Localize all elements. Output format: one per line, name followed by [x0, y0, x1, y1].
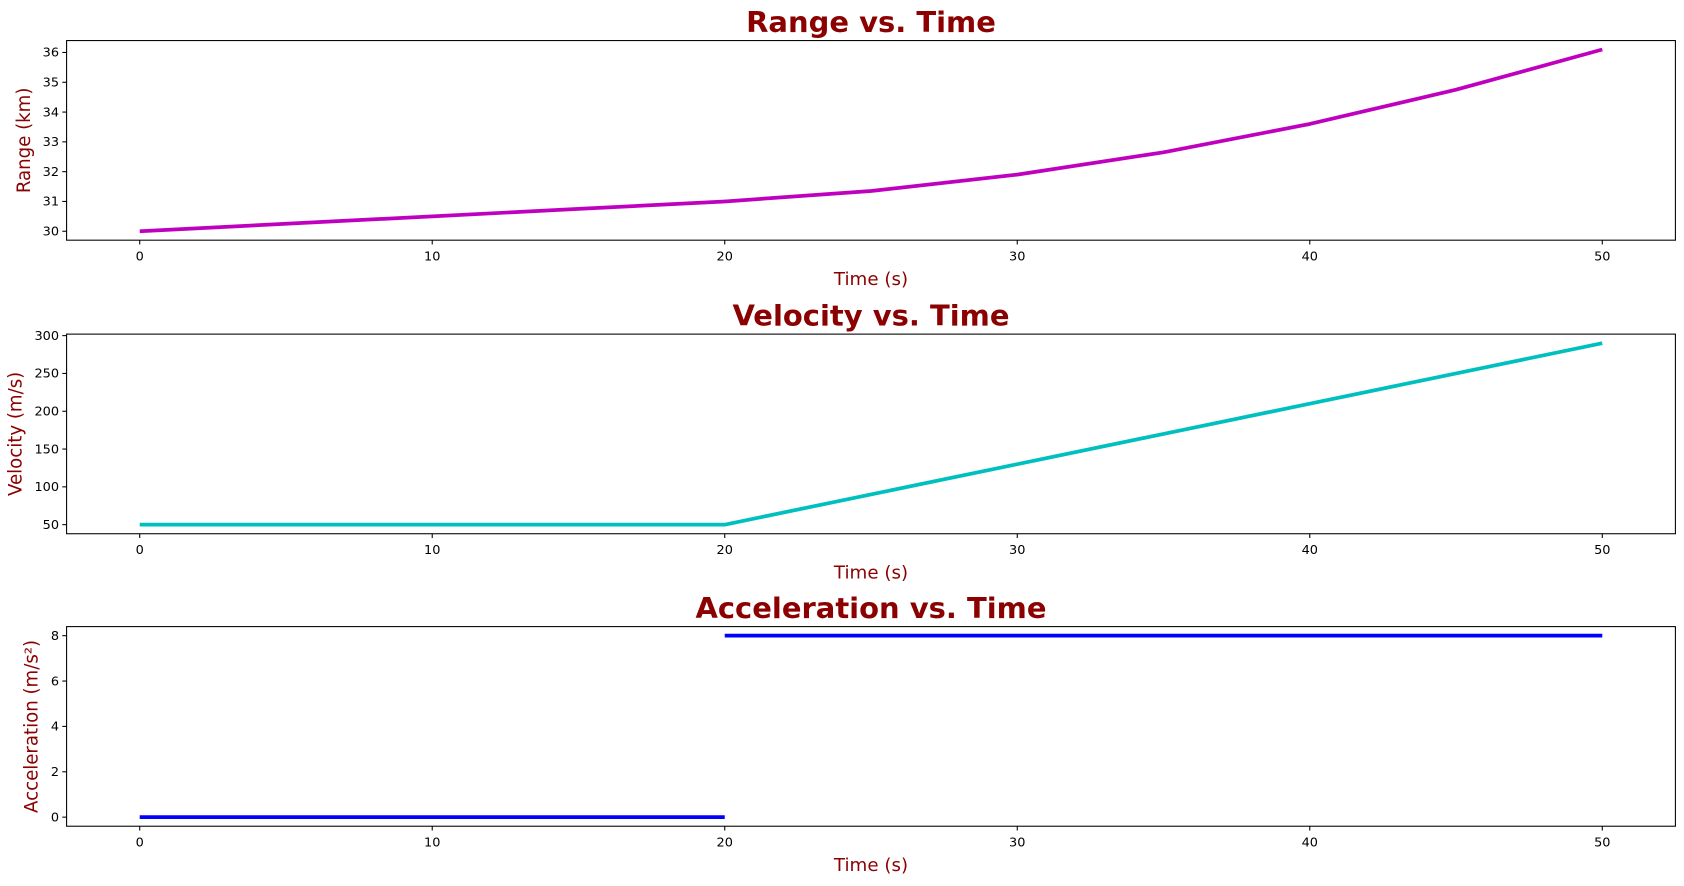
x-tick-label: 0 [136, 836, 144, 851]
x-tick-label: 30 [1009, 249, 1025, 264]
x-tick-label: 0 [136, 543, 144, 558]
x-tick-label: 40 [1302, 836, 1318, 851]
y-tick-label: 35 [43, 76, 59, 91]
x-axis-label: Time (s) [833, 269, 908, 290]
velocity-series-line [139, 341, 1603, 527]
x-tick-label: 50 [1594, 836, 1610, 851]
axes-frame [66, 40, 1676, 241]
y-tick-label: 32 [43, 165, 59, 180]
y-tick-label: 8 [51, 629, 59, 644]
y-tick-label: 2 [51, 765, 59, 780]
x-tick-label: 10 [424, 543, 440, 558]
acceleration-subplot: Acceleration vs. Time 0 10 20 30 40 50 0 2 4 6 8 Tim… [22, 591, 1676, 876]
y-tick-label: 36 [43, 46, 59, 61]
y-tick-label: 4 [51, 720, 59, 735]
x-tick-label: 50 [1594, 543, 1610, 558]
chart-title: Acceleration vs. Time [695, 591, 1046, 625]
y-tick-label: 33 [43, 135, 59, 150]
x-tick-label: 0 [136, 249, 144, 264]
axes-frame [66, 333, 1676, 535]
x-tick-label: 40 [1302, 543, 1318, 558]
y-tick-label: 34 [43, 105, 59, 120]
y-tick-label: 31 [43, 195, 59, 210]
y-tick-label: 250 [34, 367, 59, 382]
chart-title: Range vs. Time [746, 5, 996, 39]
y-axis-label: Range (km) [14, 88, 35, 194]
y-tick-label: 6 [51, 674, 59, 689]
x-axis-label: Time (s) [833, 563, 908, 584]
y-tick-label: 0 [51, 810, 59, 825]
x-tick-label: 20 [717, 249, 733, 264]
y-axis-label: Acceleration (m/s²) [22, 640, 43, 813]
x-tick-label: 50 [1594, 249, 1610, 264]
y-tick-label: 30 [43, 225, 59, 240]
y-tick-label: 50 [43, 518, 59, 533]
x-tick-label: 20 [717, 836, 733, 851]
x-tick-label: 10 [424, 249, 440, 264]
y-axis-label: Velocity (m/s) [5, 372, 26, 496]
range-series-line [139, 47, 1603, 234]
x-tick-label: 10 [424, 836, 440, 851]
chart-title: Velocity vs. Time [732, 299, 1009, 333]
x-tick-label: 30 [1009, 836, 1025, 851]
y-tick-label: 300 [34, 329, 59, 344]
range-subplot: Range vs. Time 0 10 20 30 40 50 30 31 32 33 34 35 36 T… [14, 5, 1676, 290]
x-axis-label: Time (s) [833, 855, 908, 876]
axes-frame [66, 626, 1676, 827]
x-tick-label: 40 [1302, 249, 1318, 264]
velocity-subplot: Velocity vs. Time 0 10 20 30 40 50 50 100 150 200 2… [5, 299, 1676, 584]
y-tick-label: 200 [34, 405, 59, 420]
x-tick-label: 30 [1009, 543, 1025, 558]
y-tick-label: 100 [34, 480, 59, 495]
y-tick-label: 150 [34, 442, 59, 457]
x-tick-label: 20 [717, 543, 733, 558]
